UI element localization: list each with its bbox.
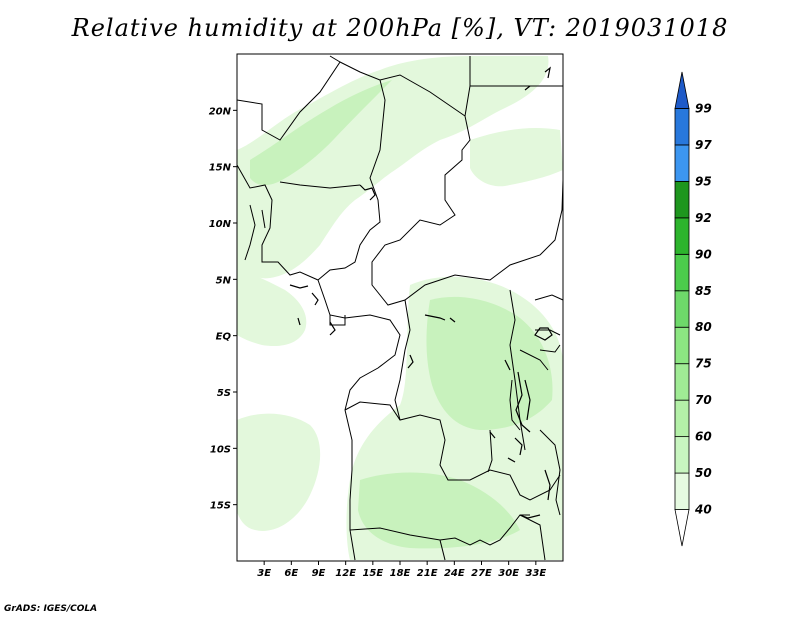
lon-tick-label: 24E	[444, 568, 465, 579]
lon-tick-label: 21E	[417, 568, 438, 579]
colorbar-label: 97	[695, 138, 712, 152]
colorbar-label: 60	[695, 430, 712, 444]
map-title: Relative humidity at 200hPa [%], VT: 201…	[71, 14, 729, 42]
lon-tick-label: 6E	[284, 568, 298, 579]
colorbar-segment	[674, 217, 690, 255]
colorbar-segment	[674, 472, 690, 510]
colorbar-segment	[674, 436, 690, 474]
colorbar-label: 92	[695, 211, 712, 225]
colorbar-label: 75	[695, 357, 712, 371]
colorbar-label: 85	[695, 284, 712, 298]
colorbar-label: 99	[695, 101, 712, 115]
lat-tick-label: 15S	[210, 501, 231, 512]
colorbar-segment	[674, 253, 690, 292]
colorbar-bottom-triangle	[674, 509, 690, 547]
lat-tick-label: 20N	[209, 106, 232, 117]
lat-tick-label: 5N	[216, 275, 232, 286]
lon-tick-label: 33E	[525, 568, 546, 579]
colorbar-label: 80	[695, 320, 712, 334]
lakes-and-coast	[289, 66, 553, 519]
lon-tick-label: 9E	[312, 568, 326, 579]
credit-text: GrADS: IGES/COLA	[4, 604, 98, 614]
lon-tick-label: 27E	[471, 568, 492, 579]
colorbar-top-triangle	[674, 71, 690, 109]
humidity-area-north-core	[250, 80, 392, 186]
lon-tick-label: 12E	[335, 568, 356, 579]
lat-tick-label: 10S	[210, 444, 231, 455]
colorbar-segment	[674, 144, 690, 182]
colorbar-label: 90	[695, 247, 712, 261]
colorbar-segment	[674, 180, 690, 219]
lat-tick-label: 10N	[209, 219, 232, 230]
colorbar-segment	[674, 290, 690, 328]
colorbar-label: 95	[695, 174, 712, 188]
colorbar-label: 50	[695, 466, 712, 480]
longitude-axis: 3E 6E 9E 12E 15E 18E 21E 24E 27E 30E 33E	[257, 561, 546, 579]
colorbar-segment	[674, 399, 690, 438]
humidity-area-ne	[470, 128, 563, 187]
humidity-area-north	[237, 56, 549, 279]
lat-tick-label: EQ	[216, 332, 232, 343]
humidity-fill-layer	[237, 56, 563, 560]
lat-tick-label: 15N	[209, 163, 232, 174]
lon-tick-label: 3E	[257, 568, 271, 579]
lon-tick-label: 15E	[362, 568, 383, 579]
colorbar-label: 40	[694, 503, 712, 517]
humidity-area-sw-ocean	[237, 413, 321, 531]
humidity-area-west-coast	[237, 268, 307, 347]
humidity-area-south-core	[358, 472, 520, 549]
colorbar-segment	[674, 108, 690, 146]
lat-tick-label: 5S	[217, 388, 231, 399]
country-borders	[236, 55, 564, 561]
colorbar: 40 50 60 70 75 80 85 90 92 95 97 99	[674, 71, 712, 547]
colorbar-label: 70	[695, 393, 712, 407]
lon-tick-label: 30E	[498, 568, 519, 579]
latitude-axis: 20N 15N 10N 5N EQ 5S 10S 15S	[209, 106, 237, 512]
colorbar-segment	[674, 326, 690, 365]
lon-tick-label: 18E	[390, 568, 411, 579]
colorbar-segment	[674, 363, 690, 401]
